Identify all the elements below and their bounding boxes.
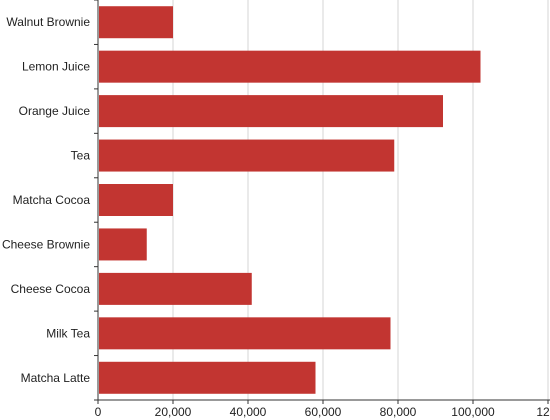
category-label: Lemon Juice	[22, 60, 90, 74]
category-label: Orange Juice	[19, 104, 91, 118]
x-tick-label: 80,000	[380, 405, 417, 419]
category-label: Matcha Latte	[21, 371, 91, 385]
bar[interactable]	[99, 184, 173, 216]
x-tick-label: 40,000	[230, 405, 267, 419]
category-labels: Walnut Brownie Lemon Juice Orange Juice Tea…	[2, 15, 90, 385]
category-label: Tea	[71, 149, 91, 163]
category-label: Cheese Cocoa	[11, 282, 91, 296]
bar[interactable]	[99, 228, 147, 261]
bar[interactable]	[99, 50, 481, 83]
bar[interactable]	[99, 6, 173, 39]
x-tick-labels: 0 20,000 40,000 60,000 80,000 100,000 120,	[95, 405, 550, 419]
bar[interactable]	[99, 317, 391, 350]
x-tick-label: 60,000	[305, 405, 342, 419]
axes	[94, 0, 550, 404]
bars	[99, 6, 481, 394]
x-tick-label: 0	[95, 405, 102, 419]
category-label: Cheese Brownie	[2, 237, 90, 251]
bar[interactable]	[99, 361, 316, 394]
x-tick-label: 20,000	[155, 405, 192, 419]
category-label: Milk Tea	[46, 326, 90, 340]
bar[interactable]	[99, 272, 252, 305]
category-label: Matcha Cocoa	[13, 193, 91, 207]
bar[interactable]	[99, 95, 443, 128]
bar[interactable]	[99, 139, 395, 172]
category-label: Walnut Brownie	[6, 15, 90, 29]
x-tick-label: 120,	[536, 405, 550, 419]
x-tick-label: 100,000	[451, 405, 495, 419]
